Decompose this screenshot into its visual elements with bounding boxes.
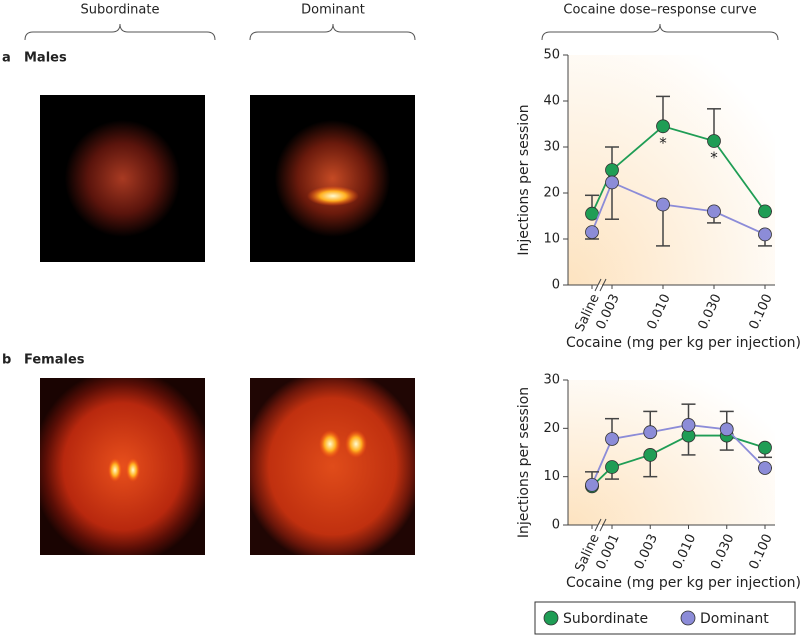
- data-point: [656, 119, 670, 134]
- legend-label: Subordinate: [563, 611, 648, 627]
- column-header: Dominant: [301, 3, 365, 18]
- axis-break: [599, 278, 607, 292]
- data-point: [758, 461, 772, 475]
- data-point: [605, 163, 619, 177]
- data-point: [643, 425, 658, 440]
- data-point: [681, 418, 696, 432]
- x-tick-label: 0.003: [632, 532, 661, 572]
- y-tick-label: 30: [543, 140, 560, 155]
- plot-background: [568, 380, 775, 525]
- panel-letter: a: [2, 51, 11, 66]
- y-tick-label: 0: [552, 518, 560, 533]
- brace: [24, 23, 216, 41]
- scan: [250, 378, 415, 555]
- y-tick-label: 10: [543, 232, 560, 247]
- series: [585, 95, 772, 221]
- y-tick-label: 20: [543, 186, 560, 201]
- data-point: [758, 204, 772, 219]
- scan-hotspot: [319, 430, 341, 458]
- x-axis-label: Cocaine (mg per kg per injection): [566, 335, 800, 351]
- axis-break: [599, 518, 607, 532]
- legend-box: [534, 601, 796, 635]
- series: [585, 403, 772, 492]
- annotation: *: [710, 149, 718, 167]
- axis-break: [594, 278, 602, 292]
- brace: [541, 23, 779, 41]
- series-line: [591, 424, 766, 486]
- column-header: Cocaine dose–response curve: [563, 3, 756, 18]
- scan-hotspot: [345, 430, 367, 458]
- x-tick-label: 0.100: [746, 292, 775, 332]
- scan: [40, 378, 205, 555]
- data-point: [605, 432, 619, 446]
- axis-break: [594, 518, 602, 532]
- data-point: [758, 440, 772, 455]
- column-header: Subordinate: [81, 3, 160, 18]
- headers: [24, 23, 779, 41]
- plot-background: [568, 55, 775, 285]
- scan-hotspot: [307, 186, 359, 206]
- data-point: [605, 460, 619, 474]
- y-tick-label: 20: [543, 421, 560, 436]
- x-axis-label: Cocaine (mg per kg per injection): [566, 575, 800, 591]
- legend-label: Dominant: [700, 611, 769, 627]
- data-point: [707, 204, 721, 219]
- y-tick-label: 40: [543, 94, 560, 109]
- data-point: [643, 448, 658, 462]
- scan-hotspot: [126, 458, 140, 482]
- legend: Subordinate Dominant: [534, 601, 796, 635]
- y-tick-label: 0: [552, 278, 560, 293]
- data-point: [758, 227, 772, 242]
- panel-label: Males: [24, 51, 67, 66]
- x-tick-label: 0.010: [670, 532, 699, 572]
- y-tick-label: 50: [543, 48, 560, 63]
- scan-images: [40, 95, 415, 555]
- panel-label: Females: [24, 353, 85, 368]
- y-axis-label: Injections per session: [516, 387, 532, 538]
- x-tick-label: 0.030: [695, 292, 724, 332]
- data-point: [585, 477, 599, 492]
- data-point: [656, 197, 670, 212]
- x-tick-label: 0.030: [708, 532, 737, 572]
- data-point: [719, 422, 734, 437]
- scan: [250, 95, 415, 262]
- panel-letter: b: [2, 353, 11, 368]
- data-point: [605, 175, 619, 190]
- brace: [249, 23, 416, 41]
- scan: [40, 95, 205, 262]
- y-tick-label: 30: [543, 373, 560, 388]
- legend-marker: [543, 610, 559, 626]
- series: [585, 175, 772, 247]
- y-axis-label: Injections per session: [516, 104, 532, 255]
- data-point: [585, 225, 599, 240]
- x-tick-label: 0.010: [644, 292, 673, 332]
- data-point: [707, 134, 721, 148]
- legend-marker: [680, 610, 696, 626]
- data-point: [585, 206, 599, 221]
- scan-hotspot: [108, 458, 122, 482]
- x-tick-label: 0.100: [746, 532, 775, 572]
- annotation: *: [659, 134, 667, 152]
- y-tick-label: 10: [543, 469, 560, 484]
